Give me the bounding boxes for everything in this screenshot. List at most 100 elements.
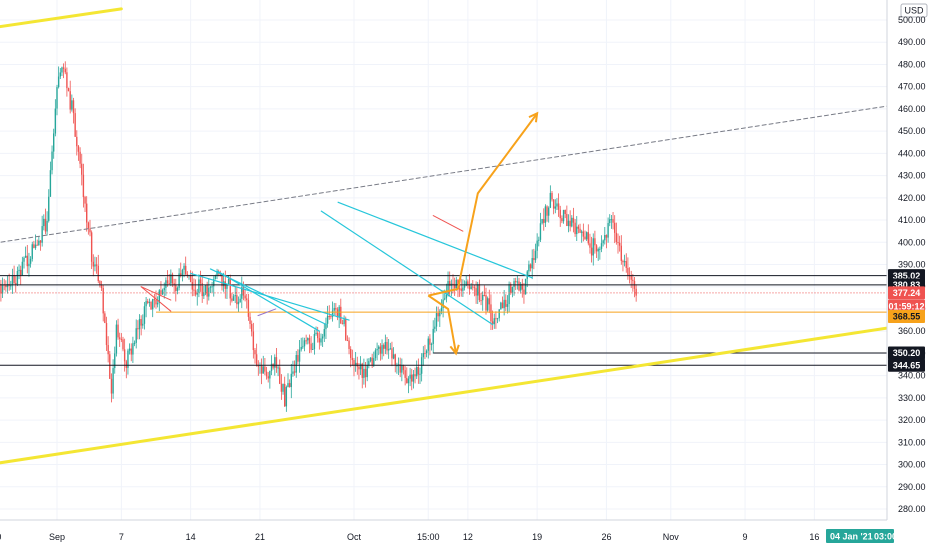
x-tick-label: 15:00 (417, 532, 440, 542)
candle-body (28, 263, 30, 267)
candle-body (13, 275, 15, 284)
candle-body (493, 318, 495, 325)
y-tick-label: 390.00 (898, 260, 926, 270)
x-tick-label: 7 (119, 532, 124, 542)
candle-body (614, 222, 616, 233)
candle-body (340, 306, 342, 324)
price-tag (888, 286, 925, 300)
arrow-projection-down (427, 294, 457, 354)
currency-button[interactable] (900, 3, 928, 18)
price-tag (888, 358, 925, 372)
candle-body (107, 345, 109, 355)
candle-body (130, 348, 132, 355)
candle-body (572, 217, 575, 223)
candle-body (465, 281, 467, 286)
candle-body (196, 292, 198, 295)
candle-body (201, 283, 203, 297)
candle-body (473, 287, 476, 289)
candle-body (270, 363, 273, 371)
candle-body (341, 323, 344, 325)
candle-body (300, 346, 302, 350)
candle-body (480, 300, 482, 302)
candle-body (66, 72, 68, 89)
candle-body (181, 269, 184, 276)
candle-body (440, 308, 443, 312)
candle-body (100, 285, 103, 289)
x-tick-label: Sep (49, 532, 65, 542)
candle-body (160, 290, 162, 295)
candle-body (561, 218, 563, 222)
candle-body (534, 250, 537, 261)
candle-body (412, 374, 415, 382)
candle-body (21, 261, 24, 276)
candle-body (284, 383, 286, 407)
candle-body (43, 218, 45, 227)
candle-body (133, 342, 136, 344)
candle-body (115, 324, 118, 354)
candle-body (620, 245, 622, 261)
candle-body (402, 365, 405, 371)
candle-body (16, 271, 19, 285)
candle-body (351, 357, 354, 361)
candle-body (23, 257, 25, 262)
candle-body (544, 206, 547, 223)
candle-body (320, 338, 322, 343)
candle-body (554, 206, 556, 209)
candle-body (122, 339, 124, 350)
x-tick-label: 12 (463, 532, 473, 542)
candle-body (424, 353, 426, 355)
candle-body (110, 378, 113, 394)
candle-body (171, 274, 174, 284)
candle-body (567, 220, 570, 226)
y-tick-label: 420.00 (898, 193, 926, 203)
candle-body (396, 365, 398, 367)
price-axis[interactable]: USD 280.00 290.00 300.00 310.00 320.00 330.00… (886, 0, 932, 520)
candle-body (374, 350, 377, 359)
candle-body (302, 346, 304, 348)
candle-body (1, 284, 4, 294)
candle-body (158, 290, 160, 303)
candle-body (483, 294, 486, 296)
candle-body (571, 217, 573, 227)
candle-body (582, 231, 585, 237)
candle-body (310, 343, 312, 350)
candle-body (0, 283, 2, 294)
candle-body (623, 261, 626, 263)
candle-body (528, 264, 530, 272)
candle-body (147, 301, 149, 303)
candle-body (376, 348, 378, 351)
candle-body (407, 378, 410, 384)
time-tag-bg (826, 529, 894, 543)
candle-body (425, 350, 428, 354)
candle-body (148, 302, 151, 304)
candle-body (20, 269, 22, 276)
candle-body (594, 238, 596, 246)
candle-body (543, 219, 545, 223)
candle-body (199, 279, 202, 284)
candle-body (232, 296, 235, 301)
candle-body (117, 324, 119, 338)
candle-body (604, 235, 606, 241)
candle-body (632, 279, 634, 282)
candle-body (155, 300, 157, 305)
candle-body (105, 323, 108, 346)
candle-body (62, 67, 65, 69)
candle-body (307, 338, 309, 341)
candle-body (86, 203, 88, 223)
time-tag-clock: 03:00 (874, 532, 897, 542)
candle-body (371, 357, 373, 365)
candle-body (176, 287, 179, 291)
candle-body (92, 261, 94, 267)
candle-body (486, 298, 489, 311)
time-axis[interactable]: 1:00 Sep 7 14 21 Oct 15:00 12 19 26 Nov 9 16 (0, 519, 932, 550)
candle-body (267, 376, 269, 379)
candle-body (373, 358, 375, 365)
candle-body (61, 67, 63, 73)
candle-body (135, 328, 137, 343)
candle-body (26, 255, 28, 267)
candle-body (389, 348, 391, 350)
candle-body (576, 226, 578, 235)
candle-body (595, 245, 598, 252)
y-tick-label: 320.00 (898, 415, 926, 425)
